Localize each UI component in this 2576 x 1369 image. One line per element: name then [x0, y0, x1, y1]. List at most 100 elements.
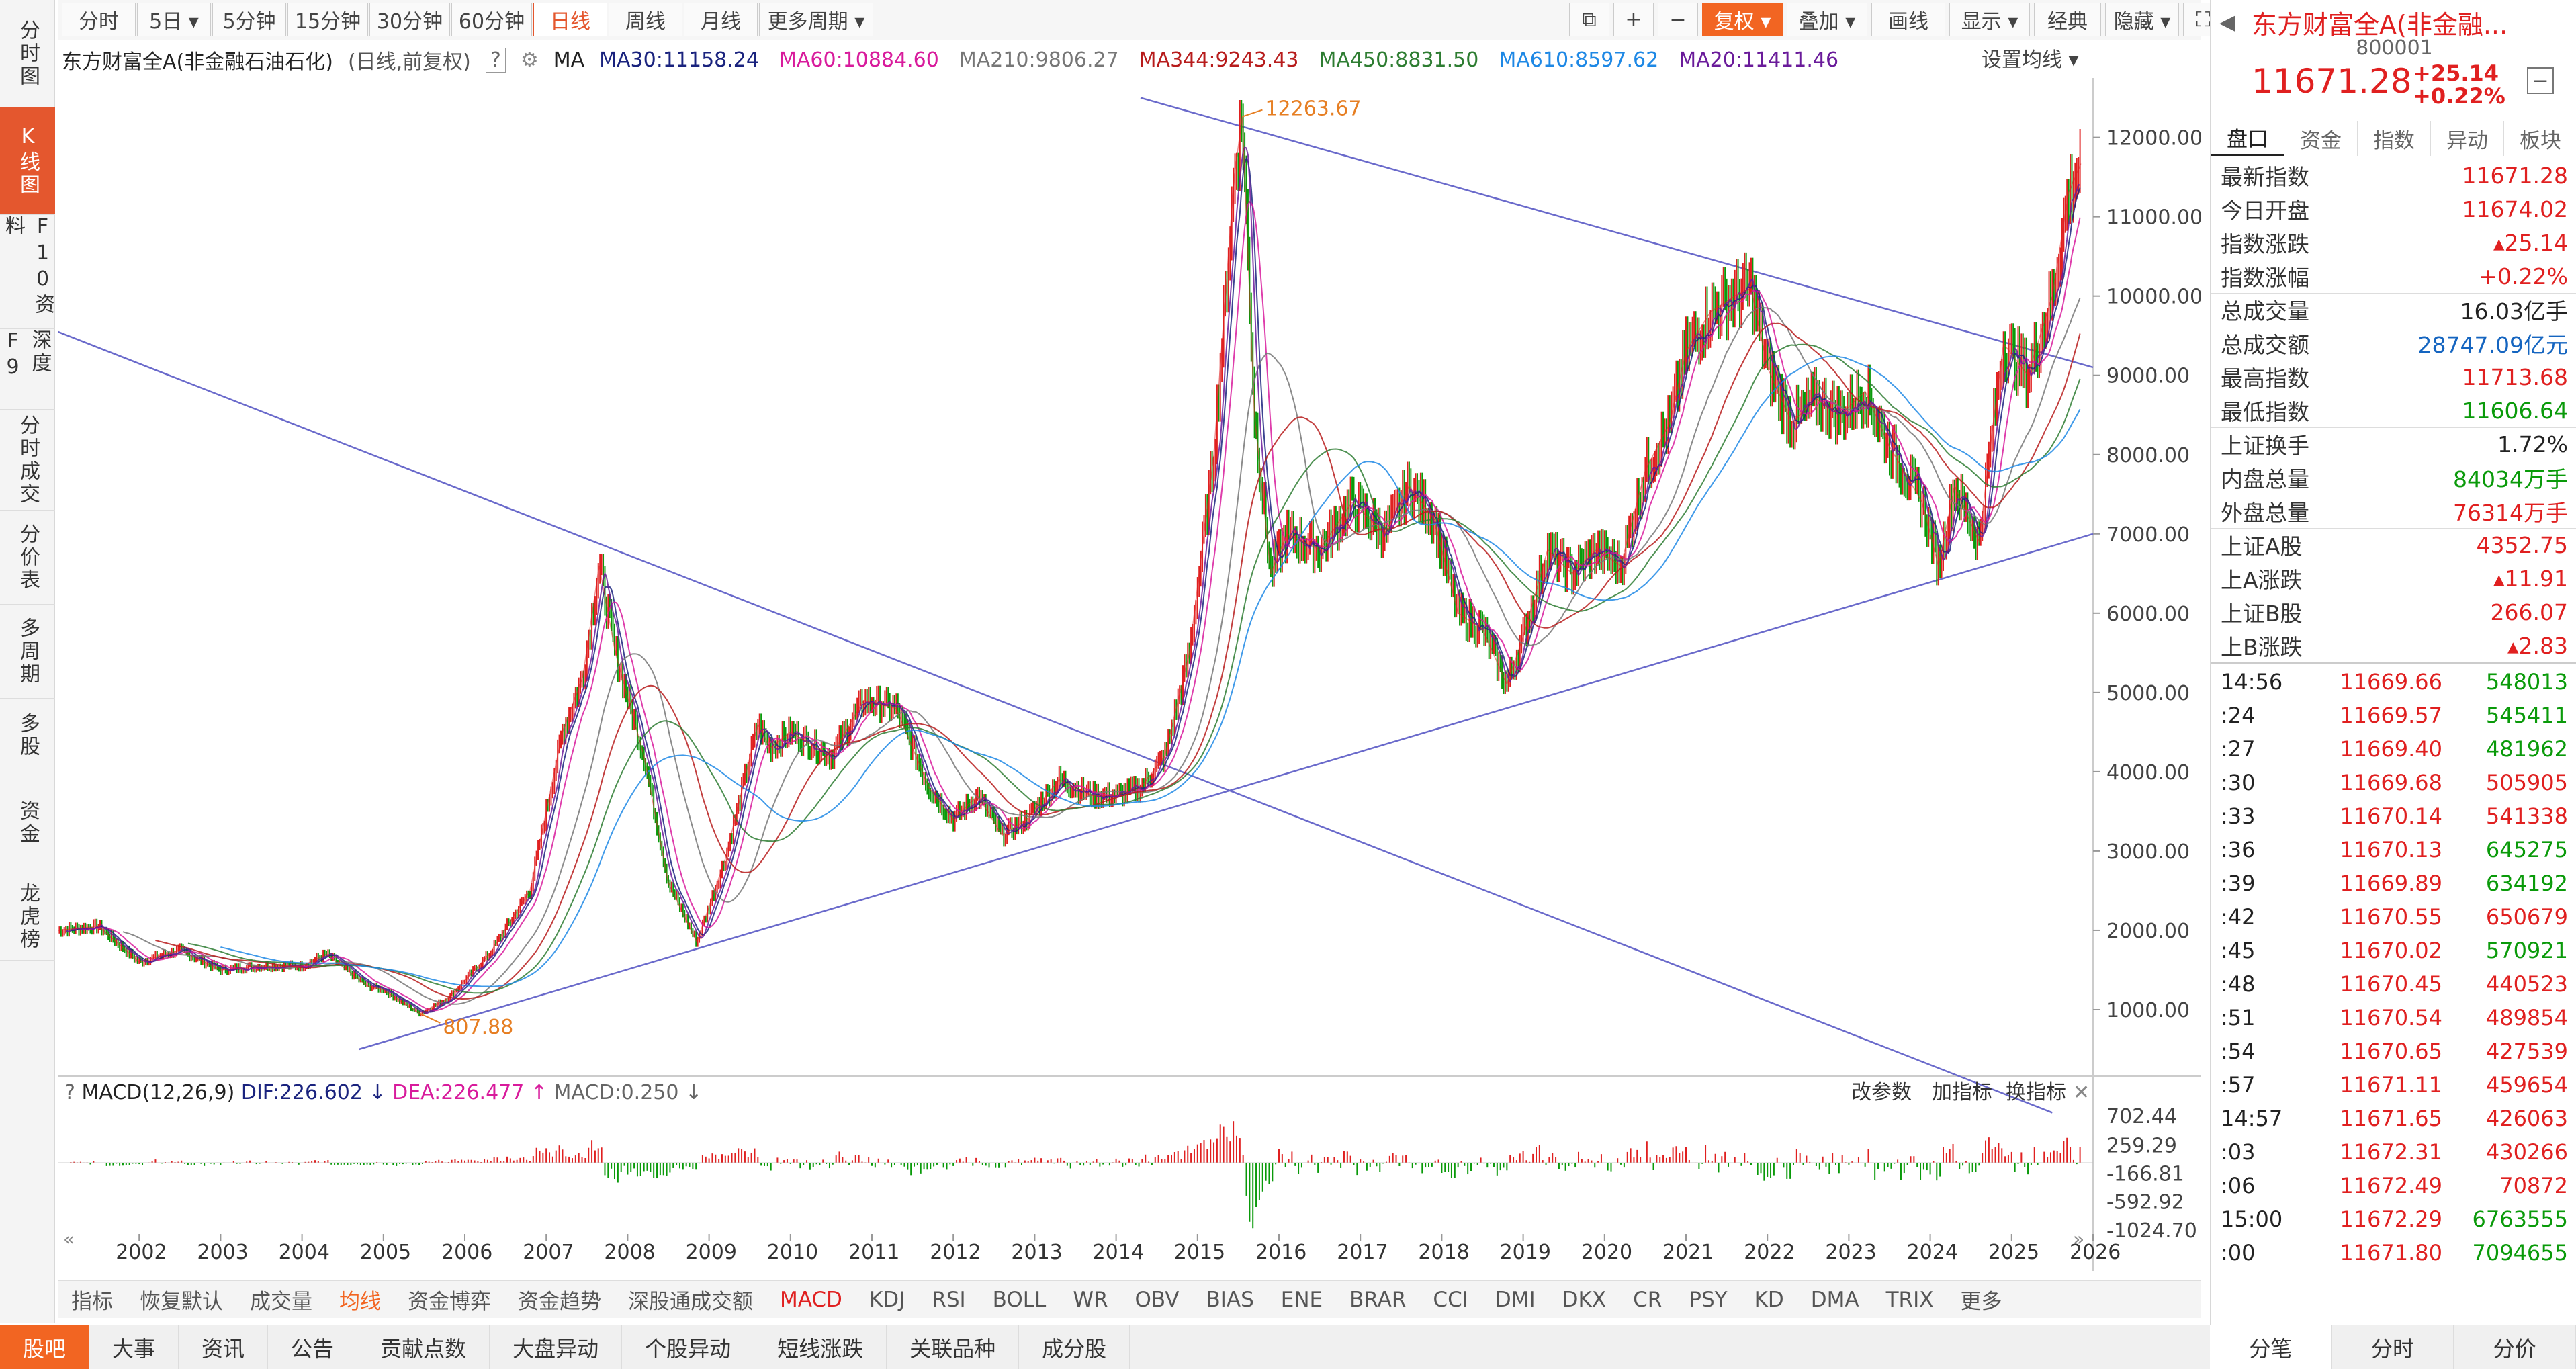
tool-button-1[interactable]: +	[1613, 3, 1654, 36]
period-button-3[interactable]: 15分钟	[287, 3, 368, 36]
high-marker	[1242, 109, 1263, 118]
tick-row: 14:56 11669.66 548013	[2221, 665, 2568, 699]
indicator-tab-12[interactable]: OBV	[1135, 1287, 1180, 1312]
bottom-tab-7[interactable]: 短线涨跌	[754, 1325, 887, 1369]
help-icon[interactable]: ?	[485, 47, 506, 73]
tool-button-7[interactable]: 经典	[2034, 3, 2101, 36]
tool-button-2[interactable]: −	[1658, 3, 1698, 36]
right-bottom-tab-0[interactable]: 分笔	[2210, 1325, 2332, 1369]
kline-chart-area[interactable]: 12000.00 11000.00 10000.00 9000.00 8000.00 70…	[58, 42, 2201, 1278]
bottom-tab-5[interactable]: 大盘异动	[490, 1325, 623, 1369]
quote-tab-2[interactable]: 指数	[2358, 121, 2431, 156]
indicator-tab-20[interactable]: PSY	[1689, 1287, 1728, 1312]
left-tab-2[interactable]: F10资料	[0, 215, 55, 329]
bottom-tab-3[interactable]: 公告	[268, 1325, 358, 1369]
period-button-7[interactable]: 周线	[609, 3, 682, 36]
indicator-tab-6[interactable]: 深股通成交额	[628, 1290, 753, 1314]
bottom-tab-6[interactable]: 个股异动	[622, 1325, 755, 1369]
indicator-tab-18[interactable]: DKX	[1562, 1287, 1607, 1312]
tick-volume: 634192	[2485, 871, 2568, 896]
period-button-9[interactable]: 更多周期 ▾	[759, 3, 873, 36]
tool-button-8[interactable]: 隐藏 ▾	[2105, 3, 2179, 36]
gear-icon[interactable]: ⚙	[520, 48, 539, 72]
left-tab-7[interactable]: 多股	[0, 699, 55, 772]
period-button-0[interactable]: 分时	[62, 3, 136, 36]
bottom-tab-2[interactable]: 资讯	[179, 1325, 269, 1369]
back-arrow-icon[interactable]: ◀	[2219, 11, 2235, 34]
tool-button-0[interactable]: ⧉	[1569, 3, 1609, 36]
indicator-tab-8[interactable]: KDJ	[869, 1287, 905, 1312]
quote-tab-4[interactable]: 板块	[2504, 121, 2576, 156]
macd-action-2[interactable]: 换指标	[2006, 1081, 2066, 1104]
price-axis-label: 12000.00	[2106, 127, 2201, 150]
indicator-tab-17[interactable]: DMI	[1495, 1287, 1536, 1312]
bottom-tab-9[interactable]: 成分股	[1019, 1325, 1130, 1369]
year-label: 2010	[767, 1241, 818, 1264]
indicator-tab-9[interactable]: RSI	[932, 1287, 966, 1312]
period-button-8[interactable]: 月线	[684, 3, 758, 36]
left-tab-6[interactable]: 多周期	[0, 605, 55, 699]
price-axis-label: 4000.00	[2106, 761, 2190, 785]
tool-button-4[interactable]: 叠加 ▾	[1787, 3, 1867, 36]
indicator-tab-11[interactable]: WR	[1073, 1287, 1108, 1312]
kline-chart-svg[interactable]: 12000.00 11000.00 10000.00 9000.00 8000.00 70…	[58, 42, 2201, 1278]
indicator-tab-24[interactable]: 更多	[1960, 1290, 2002, 1314]
left-tab-9[interactable]: 龙虎榜	[0, 873, 55, 961]
stat-value: 11674.02	[2462, 195, 2568, 222]
tool-button-3[interactable]: 复权 ▾	[1702, 3, 1783, 36]
scroll-right-icon[interactable]: »	[2073, 1228, 2084, 1250]
indicator-tab-13[interactable]: BIAS	[1206, 1287, 1254, 1312]
macd-action-0[interactable]: 改参数	[1851, 1081, 1912, 1104]
right-bottom-tab-1[interactable]: 分时	[2332, 1325, 2454, 1369]
indicator-tab-10[interactable]: BOLL	[992, 1287, 1047, 1312]
indicator-tab-23[interactable]: TRIX	[1885, 1287, 1934, 1312]
indicator-tab-7[interactable]: MACD	[780, 1287, 842, 1312]
ma-value-2: MA210:9806.27	[959, 48, 1119, 72]
quote-tab-0[interactable]: 盘口	[2211, 121, 2284, 156]
indicator-tab-1[interactable]: 恢复默认	[140, 1290, 223, 1314]
indicator-tab-4[interactable]: 资金博弈	[408, 1290, 491, 1314]
bottom-tab-0[interactable]: 股吧	[0, 1325, 90, 1369]
indicator-tab-3[interactable]: 均线	[339, 1290, 381, 1314]
period-button-1[interactable]: 5日 ▾	[137, 3, 211, 36]
close-icon[interactable]: ✕	[2073, 1081, 2090, 1104]
left-tab-0[interactable]: 分时图	[0, 0, 55, 107]
left-tab-4[interactable]: 分时成交	[0, 410, 55, 511]
period-button-4[interactable]: 30分钟	[369, 3, 450, 36]
indicator-tab-21[interactable]: KD	[1754, 1287, 1784, 1312]
ma-line-MA450	[187, 343, 2081, 994]
minimize-icon[interactable]: −	[2527, 67, 2554, 94]
quote-tab-1[interactable]: 资金	[2284, 121, 2358, 156]
stat-row: 内盘总量 84034万手	[2221, 461, 2568, 494]
left-tab-1[interactable]: K线图	[0, 107, 55, 215]
left-tab-5[interactable]: 分价表	[0, 511, 55, 605]
indicator-tab-19[interactable]: CR	[1633, 1287, 1662, 1312]
tool-button-6[interactable]: 显示 ▾	[1949, 3, 2030, 36]
trendline-ascending	[359, 533, 2094, 1051]
year-label: 2013	[1011, 1241, 1062, 1264]
left-tab-8[interactable]: 资金	[0, 772, 55, 873]
period-button-2[interactable]: 5分钟	[212, 3, 286, 36]
indicator-tab-15[interactable]: BRAR	[1349, 1287, 1407, 1312]
tick-volume: 548013	[2485, 669, 2568, 695]
bottom-tab-8[interactable]: 关联品种	[887, 1325, 1020, 1369]
indicator-tab-5[interactable]: 资金趋势	[518, 1290, 601, 1314]
period-button-6[interactable]: 日线	[533, 3, 607, 36]
right-bottom-tab-2[interactable]: 分价	[2454, 1325, 2576, 1369]
indicator-tab-2[interactable]: 成交量	[250, 1290, 312, 1314]
scroll-left-icon[interactable]: «	[63, 1228, 75, 1250]
bottom-tab-1[interactable]: 大事	[89, 1325, 179, 1369]
ma-settings-button[interactable]: 设置均线 ▾	[1982, 48, 2079, 72]
indicator-tab-14[interactable]: ENE	[1280, 1287, 1323, 1312]
indicator-tab-0[interactable]: 指标	[71, 1290, 113, 1314]
tool-button-5[interactable]: 画线	[1871, 3, 1945, 36]
quote-tab-3[interactable]: 异动	[2431, 121, 2504, 156]
bottom-tab-4[interactable]: 贡献点数	[357, 1325, 490, 1369]
indicator-tab-16[interactable]: CCI	[1433, 1287, 1468, 1312]
indicator-tab-22[interactable]: DMA	[1810, 1287, 1859, 1312]
stat-row: 外盘总量 76314万手	[2221, 494, 2568, 528]
period-button-5[interactable]: 60分钟	[451, 3, 532, 36]
macd-action-1[interactable]: 加指标	[1932, 1081, 1992, 1104]
tick-time: :30	[2221, 770, 2256, 795]
left-tab-3[interactable]: 深度F9	[0, 329, 55, 410]
